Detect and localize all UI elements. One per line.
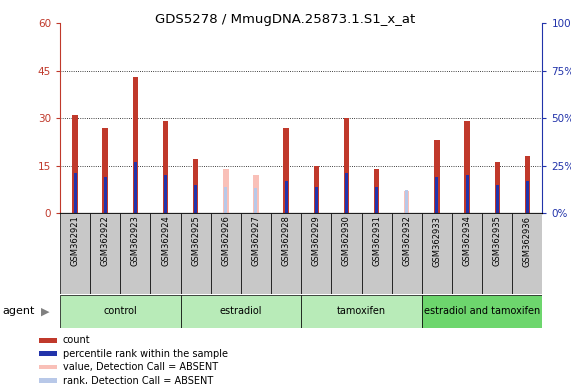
Text: value, Detection Call = ABSENT: value, Detection Call = ABSENT xyxy=(63,362,218,372)
Text: GSM362934: GSM362934 xyxy=(463,215,472,266)
Bar xyxy=(526,181,529,213)
Bar xyxy=(496,185,498,213)
Text: rank, Detection Call = ABSENT: rank, Detection Call = ABSENT xyxy=(63,376,213,384)
Bar xyxy=(422,295,542,328)
Bar xyxy=(60,213,90,294)
Bar xyxy=(254,175,259,213)
Bar xyxy=(60,295,180,328)
Bar xyxy=(361,213,392,294)
Text: tamoxifen: tamoxifen xyxy=(337,306,386,316)
Bar xyxy=(344,118,349,213)
Text: percentile rank within the sample: percentile rank within the sample xyxy=(63,349,227,359)
Text: GSM362924: GSM362924 xyxy=(161,215,170,266)
Bar xyxy=(283,127,289,213)
Bar xyxy=(374,169,379,213)
Text: GSM362935: GSM362935 xyxy=(493,215,502,266)
Bar xyxy=(404,191,409,213)
Bar xyxy=(39,351,57,356)
Bar xyxy=(211,213,241,294)
Text: control: control xyxy=(103,306,137,316)
Text: GSM362930: GSM362930 xyxy=(342,215,351,266)
Bar xyxy=(194,185,197,213)
Bar xyxy=(134,162,137,213)
Text: GSM362925: GSM362925 xyxy=(191,215,200,266)
Text: GSM362922: GSM362922 xyxy=(100,215,110,266)
Bar xyxy=(223,169,228,213)
Bar xyxy=(164,175,167,213)
Text: GSM362926: GSM362926 xyxy=(222,215,230,266)
Text: GSM362932: GSM362932 xyxy=(402,215,411,266)
Bar xyxy=(39,378,57,383)
Bar xyxy=(494,162,500,213)
Text: GSM362927: GSM362927 xyxy=(251,215,260,266)
Text: GSM362928: GSM362928 xyxy=(282,215,291,266)
Bar xyxy=(301,295,422,328)
Text: agent: agent xyxy=(3,306,35,316)
Bar xyxy=(313,166,319,213)
Bar xyxy=(104,177,107,213)
Bar xyxy=(73,115,78,213)
Bar xyxy=(345,173,348,213)
Bar xyxy=(241,213,271,294)
Bar xyxy=(315,187,318,213)
Bar xyxy=(150,213,180,294)
Bar xyxy=(525,156,530,213)
Bar xyxy=(512,213,542,294)
Bar xyxy=(90,213,120,294)
Text: GSM362923: GSM362923 xyxy=(131,215,140,266)
Text: GSM362931: GSM362931 xyxy=(372,215,381,266)
Bar xyxy=(132,77,138,213)
Bar xyxy=(74,173,77,213)
Bar xyxy=(163,121,168,213)
Text: count: count xyxy=(63,335,90,345)
Bar xyxy=(102,127,108,213)
Bar xyxy=(465,175,469,213)
Bar xyxy=(405,190,408,213)
Bar xyxy=(39,365,57,369)
Bar xyxy=(331,213,361,294)
Bar xyxy=(224,187,227,213)
Text: ▶: ▶ xyxy=(41,306,50,316)
Text: GSM362929: GSM362929 xyxy=(312,215,321,266)
Text: GDS5278 / MmugDNA.25873.1.S1_x_at: GDS5278 / MmugDNA.25873.1.S1_x_at xyxy=(155,13,416,26)
Bar xyxy=(255,189,258,213)
Bar xyxy=(434,140,440,213)
Text: GSM362933: GSM362933 xyxy=(432,215,441,266)
Bar xyxy=(271,213,301,294)
Bar xyxy=(464,121,470,213)
Bar xyxy=(120,213,150,294)
Bar xyxy=(39,338,57,343)
Text: GSM362921: GSM362921 xyxy=(71,215,79,266)
Bar xyxy=(301,213,331,294)
Bar xyxy=(392,213,422,294)
Bar xyxy=(452,213,482,294)
Bar xyxy=(375,187,378,213)
Bar xyxy=(482,213,512,294)
Bar xyxy=(180,213,211,294)
Bar xyxy=(193,159,198,213)
Text: GSM362936: GSM362936 xyxy=(523,215,532,266)
Bar xyxy=(436,177,439,213)
Bar xyxy=(422,213,452,294)
Bar xyxy=(180,295,301,328)
Text: estradiol: estradiol xyxy=(220,306,262,316)
Text: estradiol and tamoxifen: estradiol and tamoxifen xyxy=(424,306,540,316)
Bar xyxy=(284,181,288,213)
